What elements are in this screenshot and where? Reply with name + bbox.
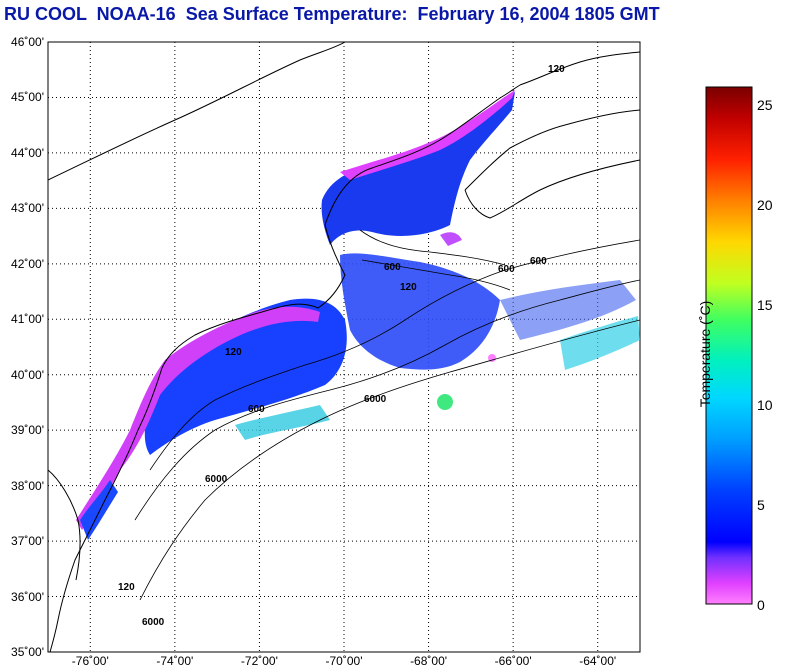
sst-east-patch — [500, 280, 636, 340]
depth-label-600-d: 600 — [530, 256, 547, 267]
longitude-label: -68˚00' — [410, 654, 448, 668]
sst-chesapeake — [80, 480, 118, 540]
latitude-label: 43˚00' — [11, 201, 44, 216]
sst-maine-coast-cold — [340, 90, 515, 180]
sst-bay-of-fundy — [440, 232, 462, 246]
latitude-label: 41˚00' — [11, 312, 44, 327]
colorbar-tick-0: 0 — [757, 597, 765, 613]
colorbar-tick-25: 25 — [757, 97, 773, 113]
depth-label-120-b: 120 — [400, 282, 417, 293]
sst-east-warm — [560, 316, 640, 370]
depth-label-120-d: 120 — [118, 582, 135, 593]
sst-georges-bank — [340, 253, 500, 370]
coastlines — [48, 42, 640, 652]
longitude-label: -76˚00' — [71, 654, 109, 668]
colorbar-tick-15: 15 — [757, 297, 773, 313]
longitude-label: -70˚00' — [325, 654, 363, 668]
depth-label-120: 120 — [225, 347, 242, 358]
depth-label-6000: 6000 — [364, 394, 387, 405]
sst-field — [76, 90, 640, 540]
sst-cold-spot — [488, 354, 496, 362]
bathymetry-contours — [134, 229, 640, 601]
colorbar-title: Temperature (˚C) — [697, 300, 713, 408]
latitude-label: 46˚00' — [11, 35, 44, 49]
sst-slope-speckles — [235, 405, 330, 440]
latitude-label: 35˚00' — [11, 645, 44, 659]
latitude-label: 40˚00' — [11, 367, 44, 382]
depth-label-6000-c: 6000 — [142, 617, 165, 628]
latitude-label: 45˚00' — [11, 90, 44, 105]
latitude-label: 36˚00' — [11, 589, 44, 604]
colorbar-tick-5: 5 — [757, 497, 765, 513]
latitude-label: 42˚00' — [11, 256, 44, 271]
colorbar-tick-20: 20 — [757, 197, 773, 213]
latitude-label: 39˚00' — [11, 423, 44, 438]
sst-warm-eddy — [437, 394, 453, 410]
colorbar — [705, 86, 753, 605]
longitude-label: -64˚00' — [579, 654, 617, 668]
longitude-label: -72˚00' — [240, 654, 278, 668]
depth-label-600-b: 600 — [384, 262, 401, 273]
latitude-label: 38˚00' — [11, 478, 44, 493]
sst-coastal-cold — [76, 306, 320, 530]
depth-label-600-c: 600 — [498, 264, 515, 275]
depth-label-6000-b: 6000 — [205, 474, 228, 485]
latitude-label: 37˚00' — [11, 534, 44, 549]
depth-label-120-c: 120 — [548, 64, 565, 75]
longitude-label: -74˚00' — [156, 654, 194, 668]
colorbar-tick-10: 10 — [757, 397, 773, 413]
depth-label-600: 600 — [248, 404, 265, 415]
longitude-label: -66˚00' — [494, 654, 532, 668]
latitude-label: 44˚00' — [11, 145, 44, 160]
sst-mid-atlantic-bight — [144, 298, 347, 455]
map-title: RU COOL NOAA-16 Sea Surface Temperature:… — [4, 4, 660, 24]
